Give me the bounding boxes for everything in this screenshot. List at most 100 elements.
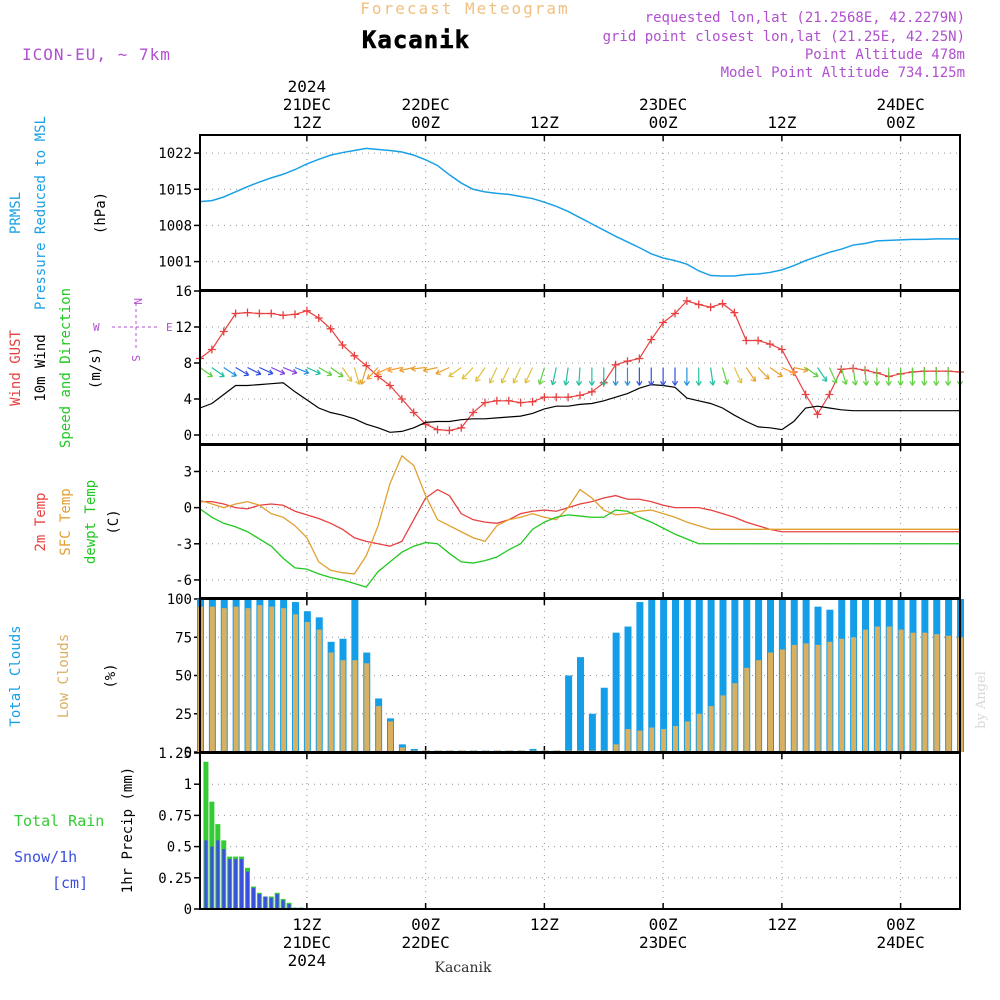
low-cloud-bar [649,727,655,752]
low-cloud-bar [352,660,358,752]
gust-point [552,393,561,402]
time-label-bottom: 00Z [886,915,915,934]
clouds-ytick-label: 100 [167,592,192,608]
gust-point [671,309,679,318]
low-cloud-bar [791,644,797,752]
temperature-grid [200,445,960,598]
wind-unit: (m/s) [88,347,104,389]
grid-point: grid point closest lon,lat (21.25E, 42.2… [603,29,965,45]
snow-bar [269,897,273,909]
time-label-bottom: 22DEC [402,933,450,952]
gust-point [409,408,418,417]
total-cloud-bar [636,602,644,752]
wind-arrow [501,367,510,384]
wind-arrow-head [790,369,796,376]
low-cloud-bar [281,608,287,752]
snow-bar [287,904,291,909]
pressure-ytick-label: 1001 [158,255,192,271]
model-altitude: Model Point Altitude 734.125m [721,65,965,81]
time-label-bottom: 21DEC [283,933,331,952]
low-cloud-bar [637,730,643,752]
wind-arrow [306,366,321,375]
time-label-top: 00Z [886,113,915,132]
low-cloud-bar [625,729,631,752]
clouds-unit: (%) [103,663,119,688]
total-cloud-bar [707,599,715,752]
product-title: Forecast Meteogram [360,0,569,18]
clouds-ytick-label: 25 [175,707,192,723]
gust-point [433,425,442,434]
wind-arrow [223,367,237,377]
footer-location: Kacanik [435,960,492,976]
model-label: ICON-EU, ~ 7km [22,45,171,64]
panel-pressure: 1001 1008 1015 1022 [158,135,960,290]
snow-bar [204,840,208,909]
wind-arrow-head [909,380,916,386]
temp-label-2: SFC Temp [58,488,74,555]
wind-arrow [565,367,569,386]
gust-point [801,390,810,399]
gust-point [267,309,276,318]
time-label-bottom: 23DEC [639,933,687,952]
wind-arrow-head [851,380,858,386]
wind-arrow-head [683,380,690,386]
gust-point [457,423,466,432]
low-cloud-bar [233,606,239,752]
wind-arrow-head [803,366,809,373]
wind-arrow [399,366,414,372]
clouds-ytick-label: 50 [175,669,192,685]
low-cloud-bar [827,641,833,752]
precip-ytick-label: 1.25 [158,746,192,762]
wind-arrow-head [243,370,250,377]
wind-arrow-head [736,378,743,384]
wind-arrow-head [563,380,570,386]
low-cloud-bar [245,608,251,752]
wind-arrow-head [624,380,631,386]
wind-arrow [733,367,743,384]
gust-point [231,309,240,318]
total-cloud-bar [600,687,608,752]
low-cloud-bar [863,629,868,752]
wind-arrow [235,366,249,376]
wind-arrow-head [709,380,716,386]
low-cloud-bar [661,729,667,752]
wind-arrow-head [376,369,382,376]
wind-arrow-head [255,369,262,376]
wind-arrow [538,367,545,385]
low-cloud-bar [946,635,952,752]
low-cloud-bar [910,632,916,752]
time-label-top: 23DEC [639,95,687,114]
gust-point [659,318,668,327]
time-label-top: 00Z [649,113,678,132]
wind-arrow [423,366,438,372]
gust-point [492,396,501,405]
snow-bar [246,871,249,909]
gust-point [730,308,739,317]
wind-arrow [318,366,333,376]
snow-bar [234,859,238,909]
wind-arrow [817,367,828,382]
gust-point [243,308,252,317]
wind-arrow [330,367,344,377]
time-label-top: 21DEC [283,95,331,114]
total-cloud-bar [648,599,656,752]
pressure-ytick-label: 1022 [158,146,192,162]
low-cloud-bar [257,605,263,752]
total-cloud-bar [672,599,679,752]
low-cloud-bar [328,652,334,752]
wind-arrow [211,367,225,377]
low-cloud-bar [684,721,690,752]
precip-label-snow: Snow/1h [14,848,77,866]
time-label-top: 2024 [288,77,327,96]
wind-arrow [852,367,857,386]
wind-arrow-head [831,378,838,384]
requested-point: requested lon,lat (21.2568E, 42.2279N) [645,10,965,26]
low-cloud-bar [696,713,702,752]
total-cloud-bar [719,599,727,752]
precip-ytick-label: 0.5 [167,840,192,856]
wind-ytick-label: 0 [184,428,192,444]
wind-arrow [781,366,796,375]
wind-arrow-head [359,379,366,385]
wind-arrow-head [885,380,892,386]
time-label-bottom: 12Z [292,915,321,934]
